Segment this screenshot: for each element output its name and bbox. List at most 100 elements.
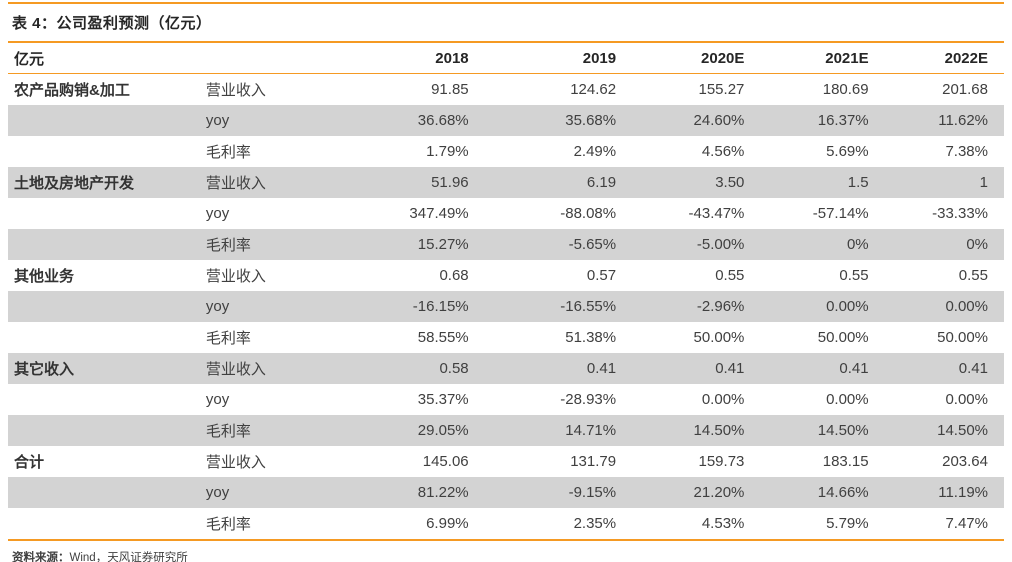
table-row: 毛利率 58.55% 51.38% 50.00% 50.00% 50.00% <box>8 322 1004 353</box>
metric-label: yoy <box>205 298 230 315</box>
value-2020E: 24.60% <box>693 112 745 129</box>
table-row: 毛利率 29.05% 14.71% 14.50% 14.50% 14.50% <box>8 415 1004 446</box>
metric-label: 营业收入 <box>205 268 266 285</box>
value-2022E: 1 <box>979 174 988 191</box>
value-2021E: 50.00% <box>817 329 869 346</box>
value-2020E: 0.00% <box>701 391 745 408</box>
header-year-2018: 2018 <box>435 49 469 67</box>
value-2022E: 203.64 <box>942 453 988 470</box>
value-2020E: 50.00% <box>693 329 745 346</box>
table-row: 毛利率 15.27% -5.65% -5.00% 0% 0% <box>8 229 1004 260</box>
value-2018: 347.49% <box>409 205 469 222</box>
value-2022E: 0% <box>966 236 988 253</box>
group-label <box>8 229 200 260</box>
metric-label: 营业收入 <box>205 175 266 192</box>
table-row: yoy 347.49% -88.08% -43.47% -57.14% -33.33% <box>8 198 1004 229</box>
value-2022E: 14.50% <box>937 422 988 439</box>
table-row: 合计 营业收入 145.06 131.79 159.73 183.15 203.64 <box>8 446 1004 477</box>
metric-label: 毛利率 <box>205 144 251 161</box>
value-2021E: 0.00% <box>826 298 869 315</box>
group-label: 农产品购销&加工 <box>14 82 130 99</box>
value-2021E: 0.41 <box>839 360 869 377</box>
header-year-2021e: 2021E <box>825 49 869 67</box>
value-2021E: 0.00% <box>826 391 869 408</box>
table-row: yoy 36.68% 35.68% 24.60% 16.37% 11.62% <box>8 105 1004 136</box>
value-2018: 58.55% <box>417 329 469 346</box>
value-2022E: 0.41 <box>958 360 988 377</box>
value-2020E: -5.00% <box>696 236 745 253</box>
table-row: 农产品购销&加工 营业收入 91.85 124.62 155.27 180.69 201.6… <box>8 74 1004 106</box>
metric-label: 毛利率 <box>205 330 251 347</box>
value-2022E: 7.47% <box>945 515 988 532</box>
value-2020E: 4.53% <box>701 515 745 532</box>
value-2019: 35.68% <box>565 112 617 129</box>
value-2019: 2.49% <box>573 143 617 160</box>
value-2022E: 0.00% <box>945 391 988 408</box>
value-2018: 0.58 <box>439 360 469 377</box>
group-label: 合计 <box>14 454 45 471</box>
value-2019: -5.65% <box>568 236 617 253</box>
group-label <box>8 477 200 508</box>
value-2018: 91.85 <box>431 81 469 98</box>
value-2021E: 14.50% <box>817 422 869 439</box>
metric-label: yoy <box>205 112 230 129</box>
value-2018: 15.27% <box>417 236 469 253</box>
value-2019: 131.79 <box>570 453 617 470</box>
value-2020E: 0.55 <box>715 267 745 284</box>
group-label <box>8 136 200 167</box>
value-2020E: 4.56% <box>701 143 745 160</box>
table-row: yoy -16.15% -16.55% -2.96% 0.00% 0.00% <box>8 291 1004 322</box>
value-2022E: 0.00% <box>945 298 988 315</box>
value-2019: 6.19 <box>586 174 617 191</box>
value-2020E: 21.20% <box>693 484 745 501</box>
value-2022E: 201.68 <box>942 81 988 98</box>
value-2018: 0.68 <box>439 267 469 284</box>
source-note: 资料来源：Wind，天风证券研究所 <box>8 541 1004 562</box>
value-2021E: 5.79% <box>826 515 869 532</box>
header-year-2022e: 2022E <box>944 49 988 67</box>
table-row: 土地及房地产开发 营业收入 51.96 6.19 3.50 1.5 1 <box>8 167 1004 198</box>
value-2018: 6.99% <box>426 515 469 532</box>
value-2019: -28.93% <box>560 391 617 408</box>
value-2022E: 7.38% <box>945 143 988 160</box>
value-2019: 124.62 <box>570 81 617 98</box>
value-2021E: 14.66% <box>817 484 869 501</box>
group-label <box>8 198 200 229</box>
value-2019: -16.55% <box>560 298 617 315</box>
value-2019: 0.57 <box>586 267 617 284</box>
value-2019: 2.35% <box>573 515 617 532</box>
header-unit: 亿元 <box>14 50 45 68</box>
value-2021E: 0% <box>846 236 869 253</box>
value-2021E: 180.69 <box>822 81 869 98</box>
metric-label: yoy <box>205 484 230 501</box>
value-2018: 81.22% <box>417 484 469 501</box>
value-2022E: 0.55 <box>958 267 988 284</box>
metric-label: 营业收入 <box>205 82 266 99</box>
metric-label: 营业收入 <box>205 454 266 471</box>
header-year-2019: 2019 <box>582 49 617 67</box>
value-2020E: 0.41 <box>715 360 745 377</box>
bottom-divider <box>8 539 1004 541</box>
metric-label: 毛利率 <box>205 423 251 440</box>
value-2022E: 11.62% <box>938 112 988 129</box>
metric-label: 毛利率 <box>205 237 251 254</box>
value-2018: 35.37% <box>417 391 469 408</box>
table-row: yoy 35.37% -28.93% 0.00% 0.00% 0.00% <box>8 384 1004 415</box>
group-label <box>8 105 200 136</box>
table-row: 毛利率 6.99% 2.35% 4.53% 5.79% 7.47% <box>8 508 1004 539</box>
value-2020E: 155.27 <box>698 81 745 98</box>
value-2019: 51.38% <box>565 329 617 346</box>
source-text: Wind，天风证券研究所 <box>69 552 188 562</box>
value-2021E: 183.15 <box>822 453 869 470</box>
value-2018: 51.96 <box>431 174 469 191</box>
group-label <box>8 291 200 322</box>
value-2020E: 3.50 <box>715 174 745 191</box>
value-2018: 36.68% <box>417 112 469 129</box>
value-2021E: 5.69% <box>826 143 869 160</box>
value-2020E: -43.47% <box>688 205 745 222</box>
value-2021E: 16.37% <box>817 112 869 129</box>
value-2019: 0.41 <box>586 360 617 377</box>
group-label: 其它收入 <box>14 361 75 378</box>
metric-label: yoy <box>205 391 230 408</box>
